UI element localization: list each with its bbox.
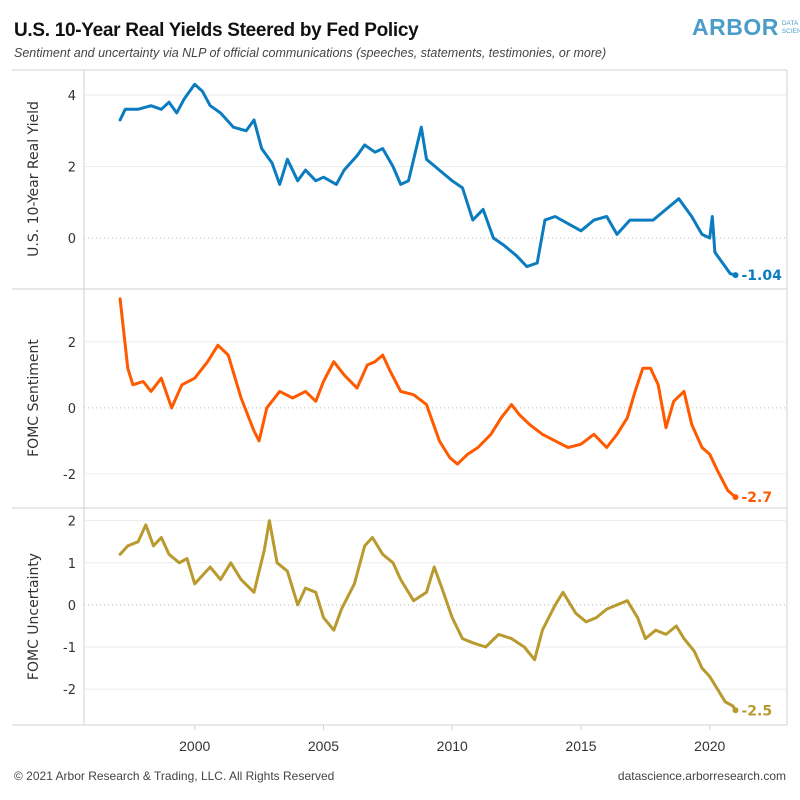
y-tick-label: -1 bbox=[63, 641, 76, 656]
y-tick-label: 0 bbox=[68, 599, 76, 614]
x-tick-label: 2005 bbox=[308, 738, 339, 754]
y-tick-label: 1 bbox=[68, 557, 76, 572]
y-tick-label: 2 bbox=[68, 515, 76, 530]
website-link[interactable]: datascience.arborresearch.com bbox=[617, 769, 786, 783]
y-tick-label: 0 bbox=[68, 232, 76, 247]
copyright-text: © 2021 Arbor Research & Trading, LLC. Al… bbox=[14, 769, 335, 783]
x-tick-label: 2020 bbox=[694, 738, 725, 754]
y-tick-label: 2 bbox=[68, 336, 76, 351]
chart-title: U.S. 10-Year Real Yields Steered by Fed … bbox=[14, 20, 419, 41]
series-line bbox=[118, 297, 737, 499]
series-line bbox=[118, 82, 737, 277]
x-tick-label: 2010 bbox=[437, 738, 468, 754]
logo-wordmark: ARBOR bbox=[692, 14, 779, 40]
end-point bbox=[732, 272, 739, 279]
y-tick-label: 0 bbox=[68, 402, 76, 417]
y-axis-title: FOMC Uncertainty bbox=[26, 553, 42, 680]
y-axis-title: U.S. 10-Year Real Yield bbox=[26, 101, 42, 257]
logo-subtext: DATA SCIENCE bbox=[782, 20, 800, 36]
arbor-logo: ARBOR DATA SCIENCE bbox=[692, 14, 800, 40]
end-value-label: -1.04 bbox=[741, 268, 782, 284]
chart-subtitle: Sentiment and uncertainty via NLP of off… bbox=[14, 46, 607, 60]
x-tick-label: 2000 bbox=[179, 738, 210, 754]
end-value-label: -2.5 bbox=[741, 703, 772, 719]
end-value-label: -2.7 bbox=[741, 490, 772, 506]
end-point bbox=[732, 707, 739, 714]
logo-sub-data: DATA bbox=[781, 20, 799, 27]
y-tick-label: 4 bbox=[68, 89, 76, 104]
y-tick-label: -2 bbox=[63, 683, 76, 698]
logo-sub-science: SCIENCE bbox=[781, 28, 800, 35]
end-point bbox=[732, 494, 739, 501]
y-tick-label: -2 bbox=[63, 468, 76, 483]
y-axis-title: FOMC Sentiment bbox=[26, 339, 42, 457]
y-tick-label: 2 bbox=[68, 160, 76, 175]
x-tick-label: 2015 bbox=[565, 738, 596, 754]
series-line bbox=[118, 519, 737, 712]
